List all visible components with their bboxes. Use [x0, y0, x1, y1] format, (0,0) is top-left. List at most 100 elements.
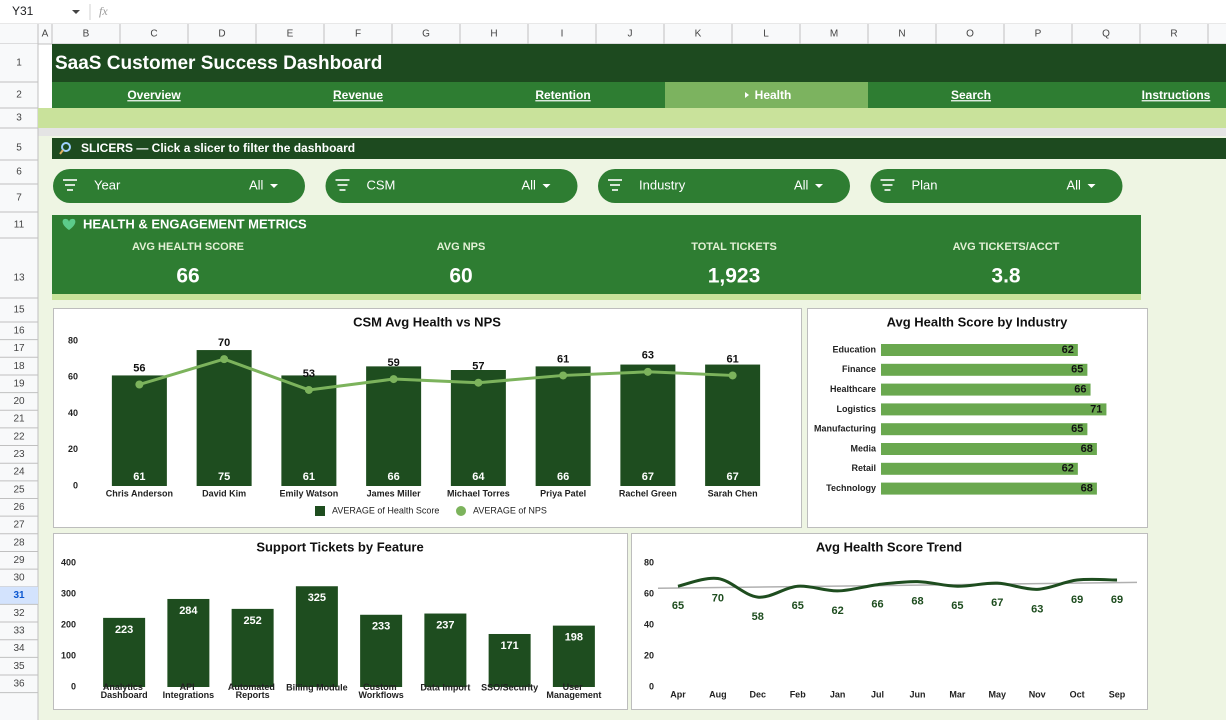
- column-header: F: [355, 29, 361, 40]
- row-header: 27: [13, 520, 25, 531]
- bar-value-label: 65: [1071, 364, 1083, 376]
- bar: [111, 375, 167, 486]
- x-tick-label: Feb: [790, 689, 807, 699]
- x-tick-label: Jul: [871, 689, 884, 699]
- slicer-value[interactable]: All: [1067, 177, 1082, 192]
- bar-value-label: 68: [1081, 483, 1093, 495]
- y-tick-label: 40: [644, 619, 654, 629]
- x-tick-label: Rachel Green: [619, 488, 677, 498]
- x-tick-label: Mar: [949, 689, 966, 699]
- spacer-band: [38, 108, 1226, 128]
- y-tick-label: 400: [61, 557, 76, 567]
- chart-panel: [807, 308, 1148, 528]
- bar-value-label: 252: [243, 615, 261, 627]
- x-tick-label: Apr: [670, 689, 686, 699]
- bar-value-label: 61: [133, 471, 145, 483]
- bar: [295, 586, 338, 687]
- row-header: 1: [16, 58, 22, 69]
- name-box[interactable]: Y31: [12, 4, 34, 18]
- point-label: 58: [752, 611, 764, 623]
- slicer[interactable]: [870, 169, 1123, 203]
- x-tick-label: David Kim: [202, 488, 246, 498]
- chart-panel: [53, 308, 802, 528]
- bar: [424, 613, 467, 687]
- line-point: [728, 371, 737, 380]
- slicer[interactable]: [325, 169, 578, 203]
- metrics-panel: [52, 215, 1141, 294]
- x-tick-label: Chris Anderson: [106, 488, 173, 498]
- bar: [881, 443, 1097, 455]
- bar-value-label: 171: [500, 640, 518, 652]
- row-header: 13: [13, 273, 25, 284]
- line-point: [643, 367, 652, 376]
- column-header: R: [1170, 29, 1177, 40]
- kpi-label: AVG NPS: [437, 241, 486, 253]
- x-tick-label: Aug: [709, 689, 727, 699]
- slicer[interactable]: [598, 169, 850, 203]
- formula-icon: fx: [99, 4, 108, 18]
- slicer-label[interactable]: Plan: [912, 177, 938, 192]
- column-header: D: [218, 29, 225, 40]
- slicer-value[interactable]: All: [522, 177, 537, 192]
- selected-row-header: [0, 586, 38, 605]
- row-header: 33: [13, 626, 25, 637]
- x-tick-label: Sarah Chen: [708, 488, 758, 498]
- row-header: 22: [13, 431, 25, 442]
- row-header: 15: [13, 305, 25, 316]
- title-bar: [52, 44, 1226, 82]
- row-header: 30: [13, 573, 25, 584]
- point-label: 63: [1031, 603, 1043, 615]
- x-tick-label: SSO/Security: [481, 682, 538, 692]
- formula-bar: [0, 0, 1226, 24]
- slicer-value[interactable]: All: [249, 177, 264, 192]
- nav-link[interactable]: Search: [951, 88, 991, 102]
- point-label: 61: [727, 353, 739, 365]
- point-label: 68: [911, 596, 923, 608]
- y-tick-label: 80: [68, 335, 78, 345]
- slicer[interactable]: [53, 169, 305, 203]
- slicer-label[interactable]: Year: [94, 177, 121, 192]
- active-marker: [745, 92, 749, 98]
- search-icon: [61, 142, 71, 152]
- row-header: 6: [16, 167, 22, 178]
- bar-value-label: 71: [1090, 403, 1102, 415]
- bar: [488, 633, 531, 687]
- nav-link[interactable]: Revenue: [333, 88, 383, 102]
- x-tick-label: Automated Reports: [228, 682, 278, 700]
- slicer-label[interactable]: Industry: [639, 177, 686, 192]
- bar: [881, 344, 1078, 356]
- slicer-value[interactable]: All: [794, 177, 809, 192]
- name-box-dropdown[interactable]: [72, 10, 80, 14]
- x-tick-label: API Integrations: [163, 682, 215, 700]
- chart-panel: [631, 533, 1148, 710]
- point-label: 53: [303, 368, 315, 380]
- nav-link[interactable]: Retention: [535, 88, 590, 102]
- x-tick-label: User Management: [546, 682, 601, 700]
- kpi-value: 1,923: [708, 265, 761, 288]
- metrics-stripe: [52, 294, 1141, 300]
- slicer-caret: [270, 184, 278, 188]
- bar-value-label: 67: [727, 471, 739, 483]
- line-point: [220, 355, 229, 364]
- legend-label: AVERAGE of NPS: [473, 505, 547, 515]
- x-tick-label: Billing Module: [286, 682, 348, 692]
- point-label: 69: [1111, 594, 1123, 606]
- nav-link[interactable]: Instructions: [1142, 88, 1211, 102]
- x-tick-label: Michael Torres: [447, 488, 510, 498]
- bar-value-label: 223: [115, 624, 133, 636]
- nav-link[interactable]: Overview: [127, 88, 181, 102]
- x-tick-label: Oct: [1070, 689, 1085, 699]
- bar-value-label: 237: [436, 619, 454, 631]
- bar-value-label: 65: [1071, 423, 1083, 435]
- row-header: 29: [13, 555, 25, 566]
- nav-link[interactable]: Health: [755, 88, 792, 102]
- bar-value-label: 66: [1074, 384, 1086, 396]
- row-header: 20: [13, 396, 25, 407]
- point-label: 57: [472, 361, 484, 373]
- line-point: [474, 378, 483, 387]
- x-tick-label: Emily Watson: [280, 488, 339, 498]
- bar: [231, 608, 274, 687]
- slicer-label[interactable]: CSM: [367, 177, 396, 192]
